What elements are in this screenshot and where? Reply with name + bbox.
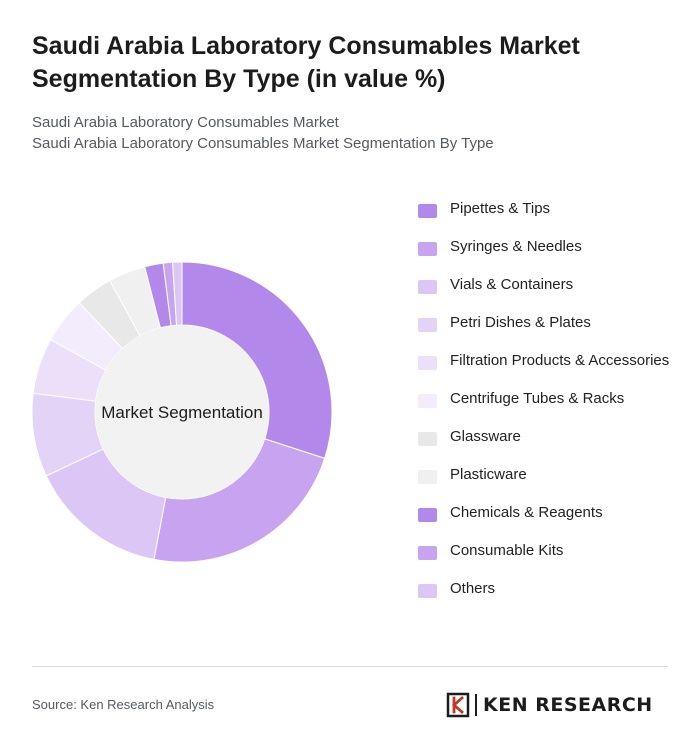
center-label: Market Segmentation	[101, 403, 263, 422]
legend-swatch	[418, 584, 437, 598]
legend-swatch	[418, 546, 437, 560]
legend-item-vials-containers[interactable]: Vials & Containers	[418, 274, 688, 296]
legend-item-plasticware[interactable]: Plasticware	[418, 464, 688, 486]
legend-label: Glassware	[450, 428, 521, 445]
chart-legend: Pipettes & Tips Syringes & Needles Vials &…	[418, 198, 688, 616]
subtitle-line-2: Saudi Arabia Laboratory Consumables Mark…	[32, 135, 494, 152]
legend-swatch	[418, 280, 437, 294]
legend-swatch	[418, 394, 437, 408]
legend-label: Syringes & Needles	[450, 238, 582, 255]
chart-title: Saudi Arabia Laboratory Consumables Mark…	[32, 32, 580, 93]
legend-swatch	[418, 318, 437, 332]
legend-item-syringes-needles[interactable]: Syringes & Needles	[418, 236, 688, 258]
legend-item-glassware[interactable]: Glassware	[418, 426, 688, 448]
donut-hole	[95, 325, 269, 499]
donut-chart: Market Segmentation	[31, 261, 333, 563]
legend-swatch	[418, 356, 437, 370]
legend-swatch	[418, 242, 437, 256]
source-note: Source: Ken Research Analysis	[32, 697, 215, 712]
footer-divider	[32, 666, 668, 667]
legend-item-petri-dishes-plates[interactable]: Petri Dishes & Plates	[418, 312, 688, 334]
legend-label: Petri Dishes & Plates	[450, 314, 591, 331]
legend-item-pipettes-tips[interactable]: Pipettes & Tips	[418, 198, 688, 220]
legend-label: Pipettes & Tips	[450, 200, 551, 217]
ken-research-logo: KEN RESEARCH	[446, 690, 653, 720]
legend-label: Consumable Kits	[450, 542, 564, 559]
legend-swatch	[418, 432, 437, 446]
legend-item-consumable-kits[interactable]: Consumable Kits	[418, 540, 688, 562]
donut-slices	[31, 261, 333, 563]
legend-label: Plasticware	[450, 466, 527, 483]
ken-logo-icon	[446, 692, 470, 718]
legend-label: Chemicals & Reagents	[450, 504, 603, 521]
legend-label: Centrifuge Tubes & Racks	[450, 390, 625, 407]
chart-subtitle: Saudi Arabia Laboratory Consumables Mark…	[32, 112, 672, 154]
legend-item-centrifuge-tubes-racks[interactable]: Centrifuge Tubes & Racks	[418, 388, 688, 410]
logo-separator	[475, 694, 477, 716]
legend-label: Vials & Containers	[450, 276, 574, 293]
legend-item-filtration-products-accessories[interactable]: Filtration Products & Accessories	[418, 350, 688, 372]
legend-swatch	[418, 204, 437, 218]
legend-item-chemicals-reagents[interactable]: Chemicals & Reagents	[418, 502, 688, 524]
legend-swatch	[418, 508, 437, 522]
legend-swatch	[418, 470, 437, 484]
legend-item-others[interactable]: Others	[418, 578, 688, 600]
legend-label: Others	[450, 580, 496, 597]
subtitle-line-1: Saudi Arabia Laboratory Consumables Mark…	[32, 114, 339, 131]
legend-label: Filtration Products & Accessories	[450, 352, 670, 369]
logo-text: KEN RESEARCH	[483, 694, 653, 716]
